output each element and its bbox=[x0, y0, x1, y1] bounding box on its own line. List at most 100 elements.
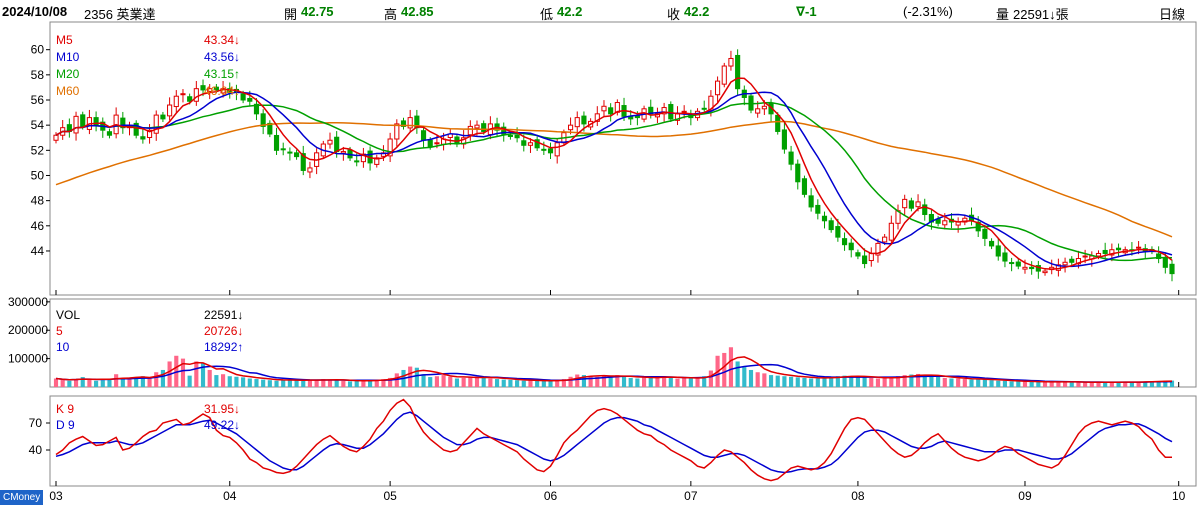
volume-bar bbox=[1009, 381, 1014, 387]
volume-bar bbox=[1049, 381, 1054, 387]
volume-bar bbox=[528, 380, 533, 387]
volume-bar bbox=[100, 380, 105, 387]
candle-body bbox=[735, 54, 741, 90]
volume-bar bbox=[160, 369, 165, 387]
volume-bar bbox=[1089, 382, 1094, 387]
candle-body bbox=[334, 136, 340, 153]
volume-bar bbox=[1143, 381, 1148, 387]
legend-value: 46.64↓ bbox=[204, 84, 241, 98]
volume-bar bbox=[782, 376, 787, 387]
volume-bar bbox=[1156, 381, 1161, 387]
candle-body bbox=[53, 134, 59, 141]
volume-bar bbox=[414, 367, 419, 387]
volume-bar bbox=[1016, 381, 1021, 387]
volume-tick-label: 200000 bbox=[8, 323, 48, 337]
volume-bar bbox=[541, 381, 546, 387]
volume-bar bbox=[922, 375, 927, 387]
kd-panel-frame bbox=[49, 395, 1197, 487]
volume-bar bbox=[655, 377, 660, 387]
volume-bar bbox=[1103, 382, 1108, 387]
volume-bar bbox=[67, 380, 72, 387]
volume-bar bbox=[1129, 381, 1134, 387]
candle-body bbox=[988, 240, 995, 247]
volume-bar bbox=[869, 377, 874, 387]
candle-body bbox=[247, 97, 253, 102]
volume-bar bbox=[809, 378, 814, 387]
volume-bar bbox=[862, 377, 867, 387]
volume-bar bbox=[535, 380, 540, 387]
candle-body bbox=[521, 140, 527, 146]
candle-body bbox=[507, 134, 513, 137]
candle-body bbox=[1136, 246, 1142, 249]
volume-tick-label: 300000 bbox=[8, 295, 48, 309]
candle-body bbox=[300, 153, 306, 171]
volume-bar bbox=[394, 373, 399, 387]
volume-bar bbox=[695, 377, 700, 387]
candle-body bbox=[715, 80, 721, 96]
volume-bar bbox=[114, 374, 119, 387]
volume-bar bbox=[996, 380, 1001, 387]
volume-bar bbox=[929, 376, 934, 387]
d-line bbox=[55, 411, 1173, 474]
candle-body bbox=[187, 96, 193, 102]
period-label: 日線 bbox=[1159, 7, 1186, 22]
candle-body bbox=[942, 220, 948, 226]
change-percent: (-2.31%) bbox=[903, 4, 953, 19]
candle-body bbox=[922, 204, 928, 215]
candle-body bbox=[875, 242, 881, 256]
volume-bar bbox=[902, 375, 907, 387]
volume-bar bbox=[434, 376, 439, 387]
volume-bar bbox=[1149, 381, 1155, 387]
candle-body bbox=[173, 95, 179, 108]
legend-value: 18292↑ bbox=[204, 340, 244, 354]
volume-bar bbox=[1163, 380, 1168, 387]
candle-body bbox=[608, 107, 614, 115]
volume-bar bbox=[361, 380, 366, 387]
low-label: 低 bbox=[540, 7, 554, 22]
high-value: 42.85 bbox=[401, 4, 434, 19]
price-tick-label: 50 bbox=[31, 168, 45, 182]
volume-bar bbox=[294, 380, 299, 387]
volume-bar bbox=[1063, 381, 1068, 387]
legend-label: M60 bbox=[56, 84, 80, 98]
candle-body bbox=[775, 114, 781, 132]
volume-bar bbox=[795, 377, 800, 387]
open-label: 開 bbox=[284, 7, 298, 22]
candle-body bbox=[755, 108, 761, 114]
volume-bar bbox=[675, 378, 680, 387]
volume-bar bbox=[555, 380, 560, 387]
volume-bar bbox=[441, 375, 446, 387]
candle-body bbox=[995, 245, 1001, 257]
candle-body bbox=[761, 105, 767, 110]
candle-body bbox=[534, 139, 540, 149]
legend-value: 43.15↑ bbox=[204, 67, 241, 81]
volume-label: 量 bbox=[996, 7, 1010, 22]
candle-body bbox=[908, 200, 914, 209]
volume-bar bbox=[956, 378, 961, 387]
candle-body bbox=[661, 107, 667, 115]
legend-value: 31.95↓ bbox=[204, 402, 241, 416]
candle-body bbox=[1109, 249, 1115, 256]
candle-body bbox=[280, 148, 286, 151]
volume-bar bbox=[561, 379, 566, 387]
volume-bar bbox=[1116, 382, 1121, 387]
candle-body bbox=[340, 151, 346, 154]
candle-body bbox=[207, 88, 213, 92]
volume-bar bbox=[936, 376, 941, 387]
candle-body bbox=[160, 114, 166, 120]
price-tick-label: 58 bbox=[31, 68, 45, 82]
volume-bar bbox=[73, 379, 79, 387]
volume-bar bbox=[481, 377, 486, 387]
volume-bar bbox=[1083, 382, 1088, 387]
cmoney-badge: CMoney bbox=[0, 490, 44, 505]
volume-bar bbox=[127, 379, 132, 387]
candle-body bbox=[294, 152, 300, 158]
candle-body bbox=[868, 252, 874, 262]
price-tick-label: 48 bbox=[31, 194, 45, 208]
legend-label: M5 bbox=[56, 33, 73, 47]
volume-value: 22591↓張 bbox=[1013, 7, 1069, 22]
volume-bar bbox=[976, 379, 981, 387]
candle-body bbox=[708, 95, 714, 111]
volume-bar bbox=[882, 377, 887, 387]
